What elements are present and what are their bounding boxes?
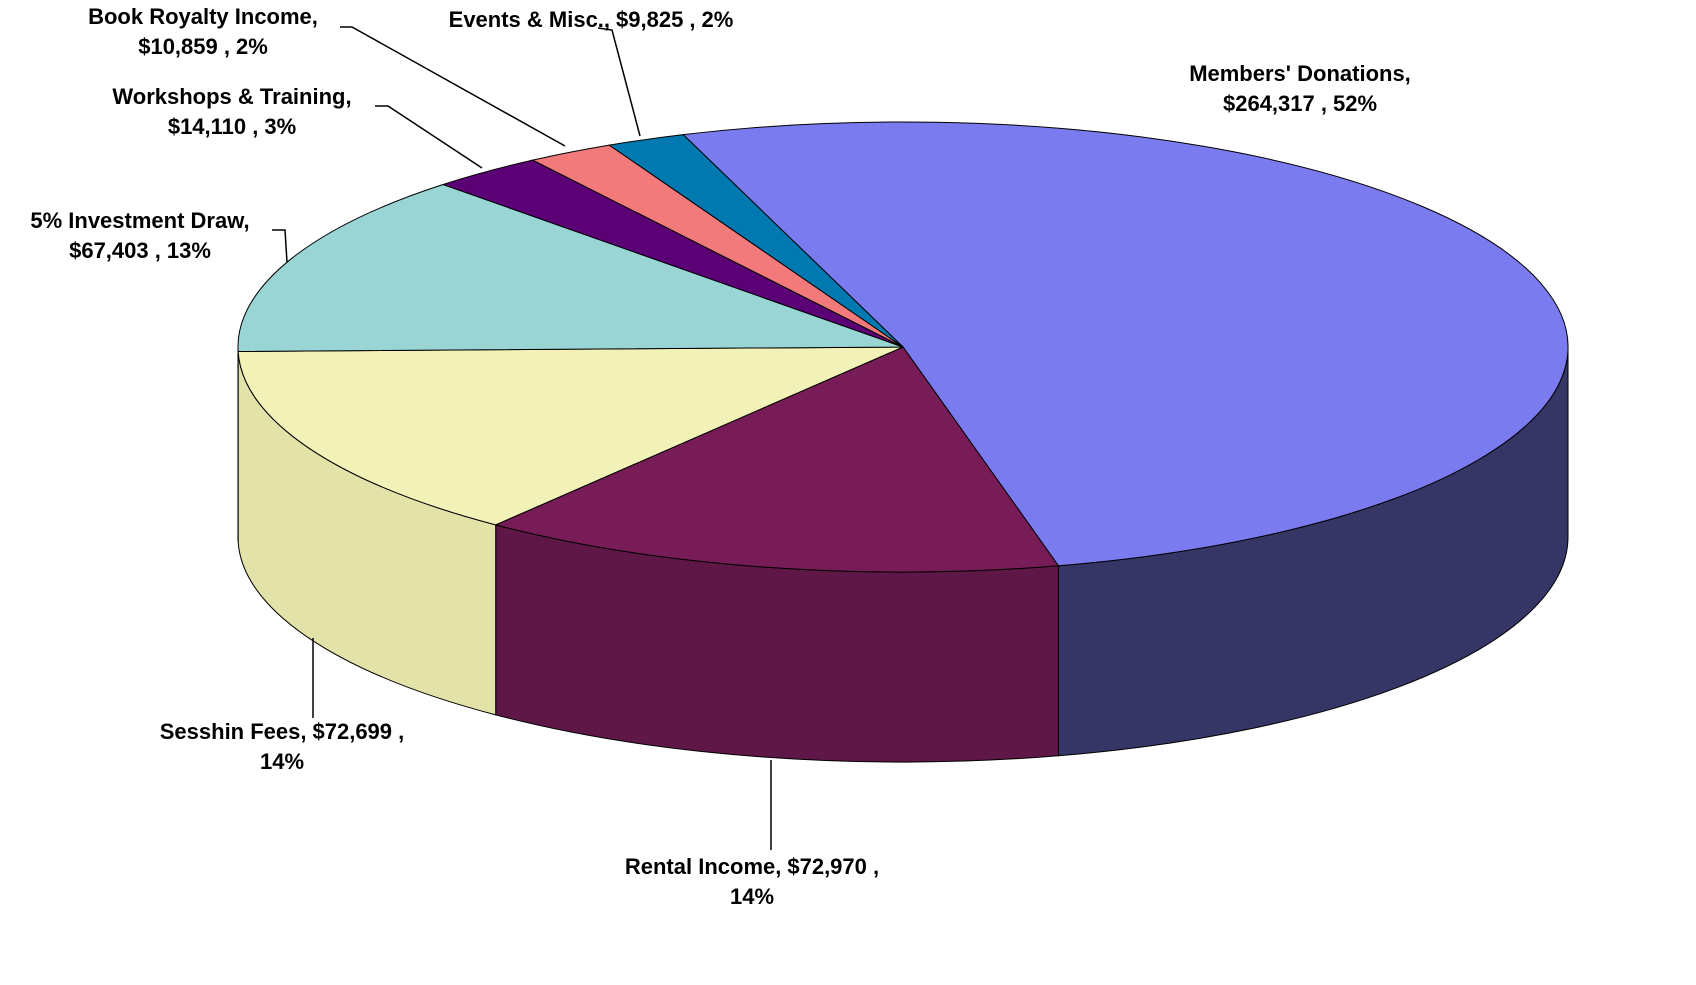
leader-line xyxy=(340,26,566,147)
label-part: Events & Misc., xyxy=(449,7,610,32)
label-part: $72,699 , xyxy=(313,719,405,744)
slice xyxy=(494,346,1060,573)
label-part: 5% Investment Draw, xyxy=(30,208,249,233)
data-label: Book Royalty Income, $10,859 , 2% xyxy=(88,4,318,59)
slice xyxy=(237,183,904,352)
label-part: $9,825 , xyxy=(616,7,696,32)
label-part: Members' Donations, xyxy=(1189,61,1411,86)
label-part: 3% xyxy=(264,114,296,139)
label-part: $264,317 , xyxy=(1223,91,1327,116)
label-part: 2% xyxy=(236,34,268,59)
label-part: 2% xyxy=(702,7,734,32)
slice xyxy=(608,134,904,348)
data-label: Rental Income, $72,970 , 14% xyxy=(625,854,879,909)
label-part: Sesshin Fees, xyxy=(160,719,307,744)
label-part: Rental Income, xyxy=(625,854,781,879)
data-label: Workshops & Training, $14,110 , 3% xyxy=(112,84,351,139)
slice xyxy=(237,346,904,526)
label-part: 14% xyxy=(730,884,774,909)
label-part: $72,970 , xyxy=(787,854,879,879)
label-part: Workshops & Training, xyxy=(112,84,351,109)
label-part: 52% xyxy=(1333,91,1377,116)
label-part: $14,110 , xyxy=(168,114,259,139)
data-label: Members' Donations, $264,317 , 52% xyxy=(1189,61,1411,116)
leader-line xyxy=(272,229,288,263)
label-part: $10,859 , xyxy=(138,34,230,59)
data-label: 5% Investment Draw, $67,403 , 13% xyxy=(30,208,249,263)
label-part: 13% xyxy=(167,238,211,263)
data-label: Sesshin Fees, $72,699 , 14% xyxy=(160,719,405,774)
data-label: Events & Misc., $9,825 , 2% xyxy=(449,7,734,32)
label-part: 14% xyxy=(260,749,304,774)
label-part: $67,403 , xyxy=(69,238,161,263)
slice xyxy=(682,121,1569,567)
leader-line xyxy=(375,105,483,169)
leader-line xyxy=(597,27,641,137)
label-part: Book Royalty Income, xyxy=(88,4,318,29)
